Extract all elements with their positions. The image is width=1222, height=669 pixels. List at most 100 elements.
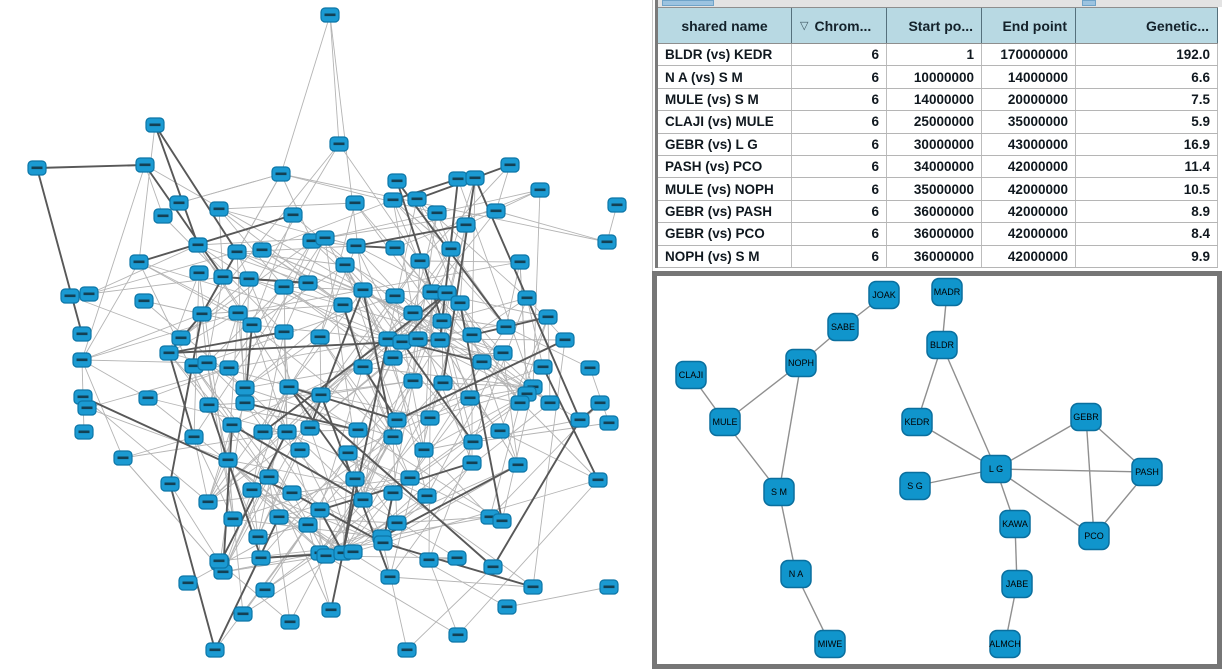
network-node[interactable] [310, 329, 330, 345]
network-node-sabe[interactable]: SABE [827, 312, 859, 342]
network-node[interactable] [300, 420, 320, 436]
network-node[interactable] [417, 488, 437, 504]
table-row[interactable]: MULE (vs) S M 6 14000000 20000000 7.5 [658, 88, 1218, 112]
network-node[interactable] [79, 286, 99, 302]
table-cell[interactable]: 42000000 [982, 200, 1076, 223]
table-cell[interactable]: 14000000 [887, 88, 982, 111]
table-cell[interactable]: 8.4 [1076, 223, 1218, 245]
network-node[interactable] [427, 205, 447, 221]
network-node-almch[interactable]: ALMCH [989, 629, 1021, 659]
table-cell[interactable]: 34000000 [887, 156, 982, 178]
network-node-noph[interactable]: NOPH [785, 348, 817, 378]
network-node[interactable] [493, 345, 513, 361]
table-cell[interactable]: 25000000 [887, 111, 982, 133]
network-node[interactable] [607, 197, 627, 213]
network-node[interactable] [248, 529, 268, 545]
network-node[interactable] [510, 395, 530, 411]
table-cell[interactable]: 6.6 [1076, 66, 1218, 88]
network-node[interactable] [510, 254, 530, 270]
network-node[interactable] [570, 412, 590, 428]
network-node-gebr[interactable]: GEBR [1070, 402, 1102, 432]
network-node-sm[interactable]: S M [763, 477, 795, 507]
network-node-sg[interactable]: S G [899, 471, 931, 501]
network-node[interactable] [397, 642, 417, 658]
network-node-claji[interactable]: CLAJI [675, 360, 707, 390]
table-cell[interactable]: 6 [792, 223, 887, 245]
network-node[interactable] [269, 509, 289, 525]
network-node[interactable] [197, 355, 217, 371]
main-network-canvas[interactable] [0, 0, 652, 669]
network-node[interactable] [590, 395, 610, 411]
network-node[interactable] [462, 455, 482, 471]
network-node-kawa[interactable]: KAWA [999, 509, 1031, 539]
table-cell[interactable]: MULE (vs) NOPH [658, 178, 792, 200]
network-node[interactable] [228, 305, 248, 321]
network-view-filtered[interactable]: JOAK SABE NOPH CLAJI MULE S M N A MIWE MADR BLDR K… [652, 271, 1222, 669]
table-row[interactable]: MULE (vs) NOPH 6 35000000 42000000 10.5 [658, 178, 1218, 201]
column-header-end-point[interactable]: End point [982, 8, 1076, 43]
network-node[interactable] [450, 295, 470, 311]
network-node[interactable] [198, 494, 218, 510]
network-node[interactable] [345, 471, 365, 487]
network-node[interactable] [463, 434, 483, 450]
network-node[interactable] [252, 242, 272, 258]
table-cell[interactable]: 170000000 [982, 44, 1076, 66]
network-node[interactable] [159, 345, 179, 361]
column-header-genetic---[interactable]: Genetic... [1076, 8, 1218, 43]
network-node[interactable] [129, 254, 149, 270]
network-node[interactable] [437, 285, 457, 301]
table-cell[interactable]: 6 [792, 178, 887, 200]
table-cell[interactable]: GEBR (vs) PCO [658, 223, 792, 245]
network-node[interactable] [483, 559, 503, 575]
network-node[interactable] [338, 445, 358, 461]
network-node[interactable] [403, 305, 423, 321]
table-cell[interactable]: 5.9 [1076, 111, 1218, 133]
network-node[interactable] [77, 400, 97, 416]
network-node[interactable] [387, 173, 407, 189]
network-edge-bldr-lg[interactable] [941, 344, 997, 470]
column-header-shared-name[interactable]: shared name [658, 8, 792, 43]
network-node[interactable] [335, 257, 355, 273]
network-node[interactable] [472, 354, 492, 370]
network-node[interactable] [343, 544, 363, 560]
network-node[interactable] [447, 550, 467, 566]
network-node-lg[interactable]: L G [980, 454, 1012, 484]
network-node[interactable] [497, 599, 517, 615]
network-node[interactable] [283, 207, 303, 223]
network-node[interactable] [407, 191, 427, 207]
network-node[interactable] [492, 513, 512, 529]
network-node[interactable] [74, 424, 94, 440]
network-node[interactable] [209, 201, 229, 217]
network-node[interactable] [432, 313, 452, 329]
table-cell[interactable]: GEBR (vs) L G [658, 133, 792, 156]
network-node-pash[interactable]: PASH [1131, 457, 1163, 487]
table-row[interactable]: GEBR (vs) L G 6 30000000 43000000 16.9 [658, 133, 1218, 157]
network-node[interactable] [145, 117, 165, 133]
network-node[interactable] [383, 192, 403, 208]
network-node[interactable] [135, 157, 155, 173]
network-node[interactable] [242, 317, 262, 333]
network-node[interactable] [213, 269, 233, 285]
network-node[interactable] [385, 288, 405, 304]
network-node[interactable] [414, 442, 434, 458]
network-node[interactable] [60, 288, 80, 304]
table-cell[interactable]: GEBR (vs) PASH [658, 200, 792, 223]
network-node-madr[interactable]: MADR [931, 277, 963, 307]
network-edge-gebr-pco[interactable] [1085, 416, 1095, 537]
network-node[interactable] [387, 515, 407, 531]
table-scrollbar[interactable] [658, 0, 1222, 7]
network-node[interactable] [333, 297, 353, 313]
scrollbar-thumb[interactable] [1082, 0, 1096, 6]
network-node[interactable] [329, 136, 349, 152]
network-node[interactable] [346, 238, 366, 254]
network-node[interactable] [433, 375, 453, 391]
table-cell[interactable]: 1 [887, 44, 982, 66]
network-node[interactable] [274, 324, 294, 340]
network-node[interactable] [169, 195, 189, 211]
table-cell[interactable]: 14000000 [982, 66, 1076, 88]
network-node[interactable] [465, 170, 485, 186]
network-node[interactable] [184, 429, 204, 445]
network-node[interactable] [462, 327, 482, 343]
network-node[interactable] [580, 360, 600, 376]
column-header-start-po---[interactable]: Start po... [887, 8, 982, 43]
